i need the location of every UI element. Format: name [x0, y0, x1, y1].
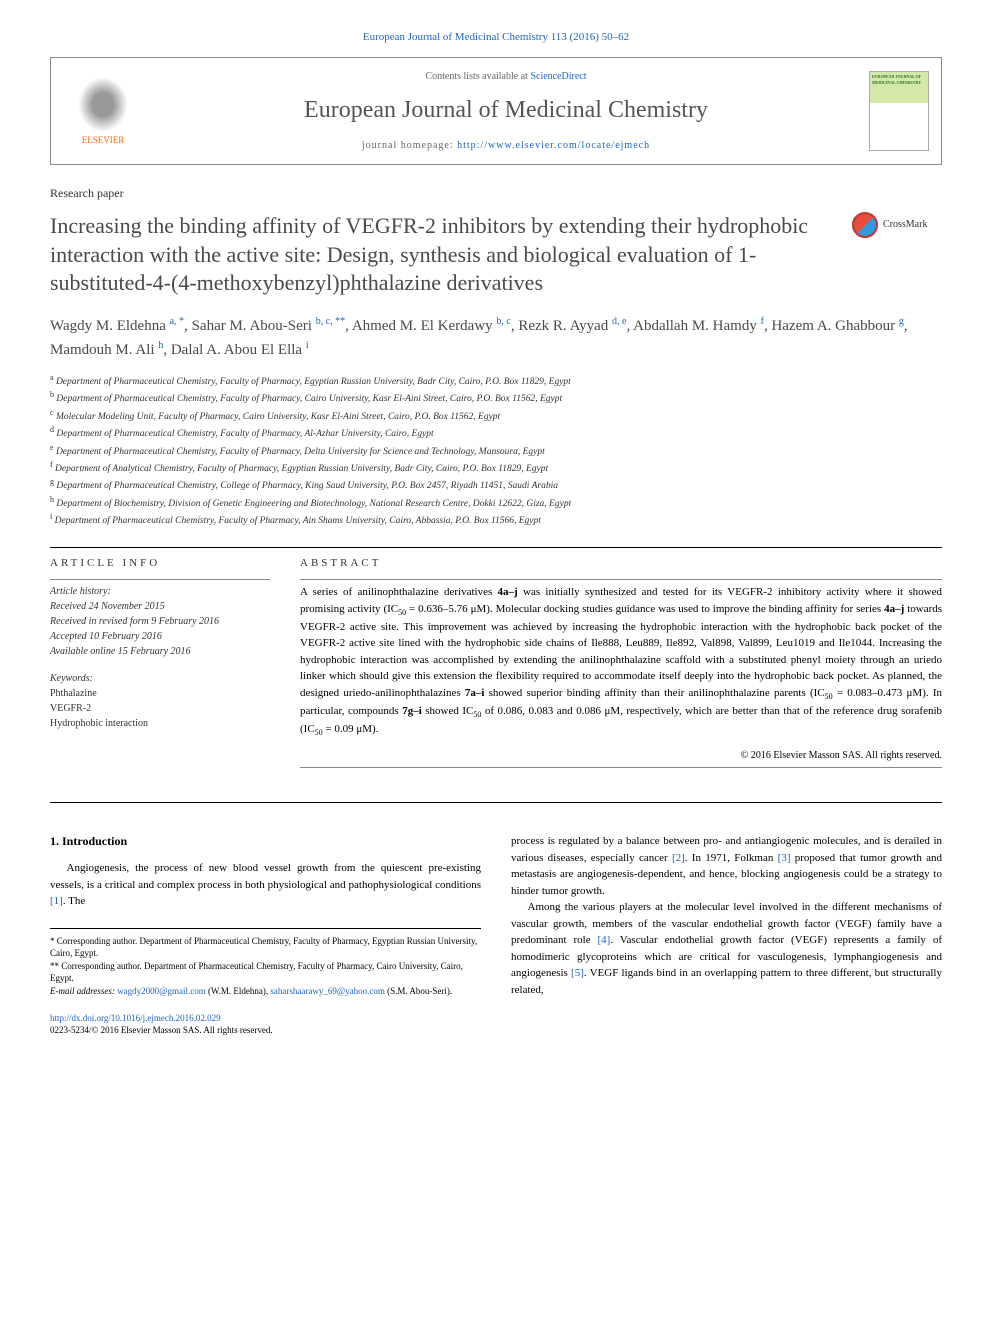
cover-label: EUROPEAN JOURNAL OF MEDICINAL CHEMISTRY [872, 74, 926, 85]
affiliation-line: a Department of Pharmaceutical Chemistry… [50, 372, 942, 389]
abstract-heading: ABSTRACT [300, 556, 942, 571]
article-history-block: Article history: Received 24 November 20… [50, 584, 270, 659]
crossmark-badge[interactable]: CrossMark [852, 212, 942, 238]
contents-prefix: Contents lists available at [425, 71, 530, 82]
crossmark-label: CrossMark [883, 218, 927, 232]
journal-header-box: ELSEVIER Contents lists available at Sci… [50, 57, 942, 165]
email-line: E-mail addresses: wagdy2000@gmail.com (W… [50, 985, 481, 998]
affiliation-line: i Department of Pharmaceutical Chemistry… [50, 511, 942, 528]
affiliation-line: e Department of Pharmaceutical Chemistry… [50, 442, 942, 459]
revised-date: Received in revised form 9 February 2016 [50, 616, 219, 627]
abstract-text: A series of anilinophthalazine derivativ… [300, 584, 942, 739]
affiliation-line: g Department of Pharmaceutical Chemistry… [50, 476, 942, 493]
homepage-line: journal homepage: http://www.elsevier.co… [163, 139, 849, 153]
online-date: Available online 15 February 2016 [50, 646, 191, 657]
accepted-date: Accepted 10 February 2016 [50, 631, 162, 642]
elsevier-logo: ELSEVIER [63, 66, 143, 156]
abstract-copyright: © 2016 Elsevier Masson SAS. All rights r… [300, 749, 942, 763]
homepage-link[interactable]: http://www.elsevier.com/locate/ejmech [457, 140, 650, 151]
keyword: Hydrophobic interaction [50, 718, 148, 729]
thin-divider [300, 767, 942, 768]
info-abstract-row: ARTICLE INFO Article history: Received 2… [50, 556, 942, 773]
paper-title: Increasing the binding affinity of VEGFR… [50, 212, 832, 298]
email-name-2: (S.M. Abou-Seri). [385, 986, 452, 996]
contents-line: Contents lists available at ScienceDirec… [163, 70, 849, 84]
keyword: VEGFR-2 [50, 703, 91, 714]
corresponding-author-2: ** Corresponding author. Department of P… [50, 960, 481, 985]
crossmark-icon [852, 212, 878, 238]
email-label: E-mail addresses: [50, 986, 117, 996]
affiliation-line: c Molecular Modeling Unit, Faculty of Ph… [50, 407, 942, 424]
affiliation-line: b Department of Pharmaceutical Chemistry… [50, 389, 942, 406]
journal-reference: European Journal of Medicinal Chemistry … [50, 30, 942, 45]
section-divider [50, 802, 942, 803]
paper-type: Research paper [50, 185, 942, 202]
keyword: Phthalazine [50, 688, 97, 699]
body-two-column: 1. Introduction Angiogenesis, the proces… [50, 833, 942, 1036]
journal-cover-thumbnail: EUROPEAN JOURNAL OF MEDICINAL CHEMISTRY [869, 71, 929, 151]
doi-block: http://dx.doi.org/10.1016/j.ejmech.2016.… [50, 1012, 481, 1037]
intro-para-2: process is regulated by a balance betwee… [511, 833, 942, 899]
elsevier-tree-icon [78, 77, 128, 132]
journal-name: European Journal of Medicinal Chemistry [163, 94, 849, 128]
right-column: process is regulated by a balance betwee… [511, 833, 942, 1036]
thin-divider [300, 579, 942, 580]
affiliation-line: d Department of Pharmaceutical Chemistry… [50, 424, 942, 441]
sciencedirect-link[interactable]: ScienceDirect [530, 71, 586, 82]
article-info-column: ARTICLE INFO Article history: Received 2… [50, 556, 270, 773]
affiliation-line: h Department of Biochemistry, Division o… [50, 494, 942, 511]
intro-heading: 1. Introduction [50, 833, 481, 850]
affiliations-list: a Department of Pharmaceutical Chemistry… [50, 372, 942, 529]
section-divider [50, 547, 942, 548]
doi-link[interactable]: http://dx.doi.org/10.1016/j.ejmech.2016.… [50, 1013, 221, 1023]
header-center: Contents lists available at ScienceDirec… [143, 70, 869, 154]
title-row: Increasing the binding affinity of VEGFR… [50, 212, 942, 314]
intro-para-3: Among the various players at the molecul… [511, 899, 942, 998]
article-info-heading: ARTICLE INFO [50, 556, 270, 571]
intro-para-1: Angiogenesis, the process of new blood v… [50, 860, 481, 910]
email-link-2[interactable]: saharshaarawy_69@yahoo.com [270, 986, 385, 996]
abstract-column: ABSTRACT A series of anilinophthalazine … [300, 556, 942, 773]
history-label: Article history: [50, 584, 270, 599]
email-name-1: (W.M. Eldehna), [206, 986, 271, 996]
footnotes-block: * Corresponding author. Department of Ph… [50, 928, 481, 998]
email-link-1[interactable]: wagdy2000@gmail.com [117, 986, 206, 996]
left-column: 1. Introduction Angiogenesis, the proces… [50, 833, 481, 1036]
publisher-name: ELSEVIER [82, 134, 125, 147]
received-date: Received 24 November 2015 [50, 601, 165, 612]
keywords-block: Keywords: Phthalazine VEGFR-2 Hydrophobi… [50, 671, 270, 731]
corresponding-author-1: * Corresponding author. Department of Ph… [50, 935, 481, 960]
thin-divider [50, 579, 270, 580]
authors-list: Wagdy M. Eldehna a, *, Sahar M. Abou-Ser… [50, 314, 942, 362]
homepage-prefix: journal homepage: [362, 140, 457, 151]
affiliation-line: f Department of Analytical Chemistry, Fa… [50, 459, 942, 476]
issn-copyright: 0223-5234/© 2016 Elsevier Masson SAS. Al… [50, 1025, 273, 1035]
keywords-label: Keywords: [50, 673, 93, 684]
